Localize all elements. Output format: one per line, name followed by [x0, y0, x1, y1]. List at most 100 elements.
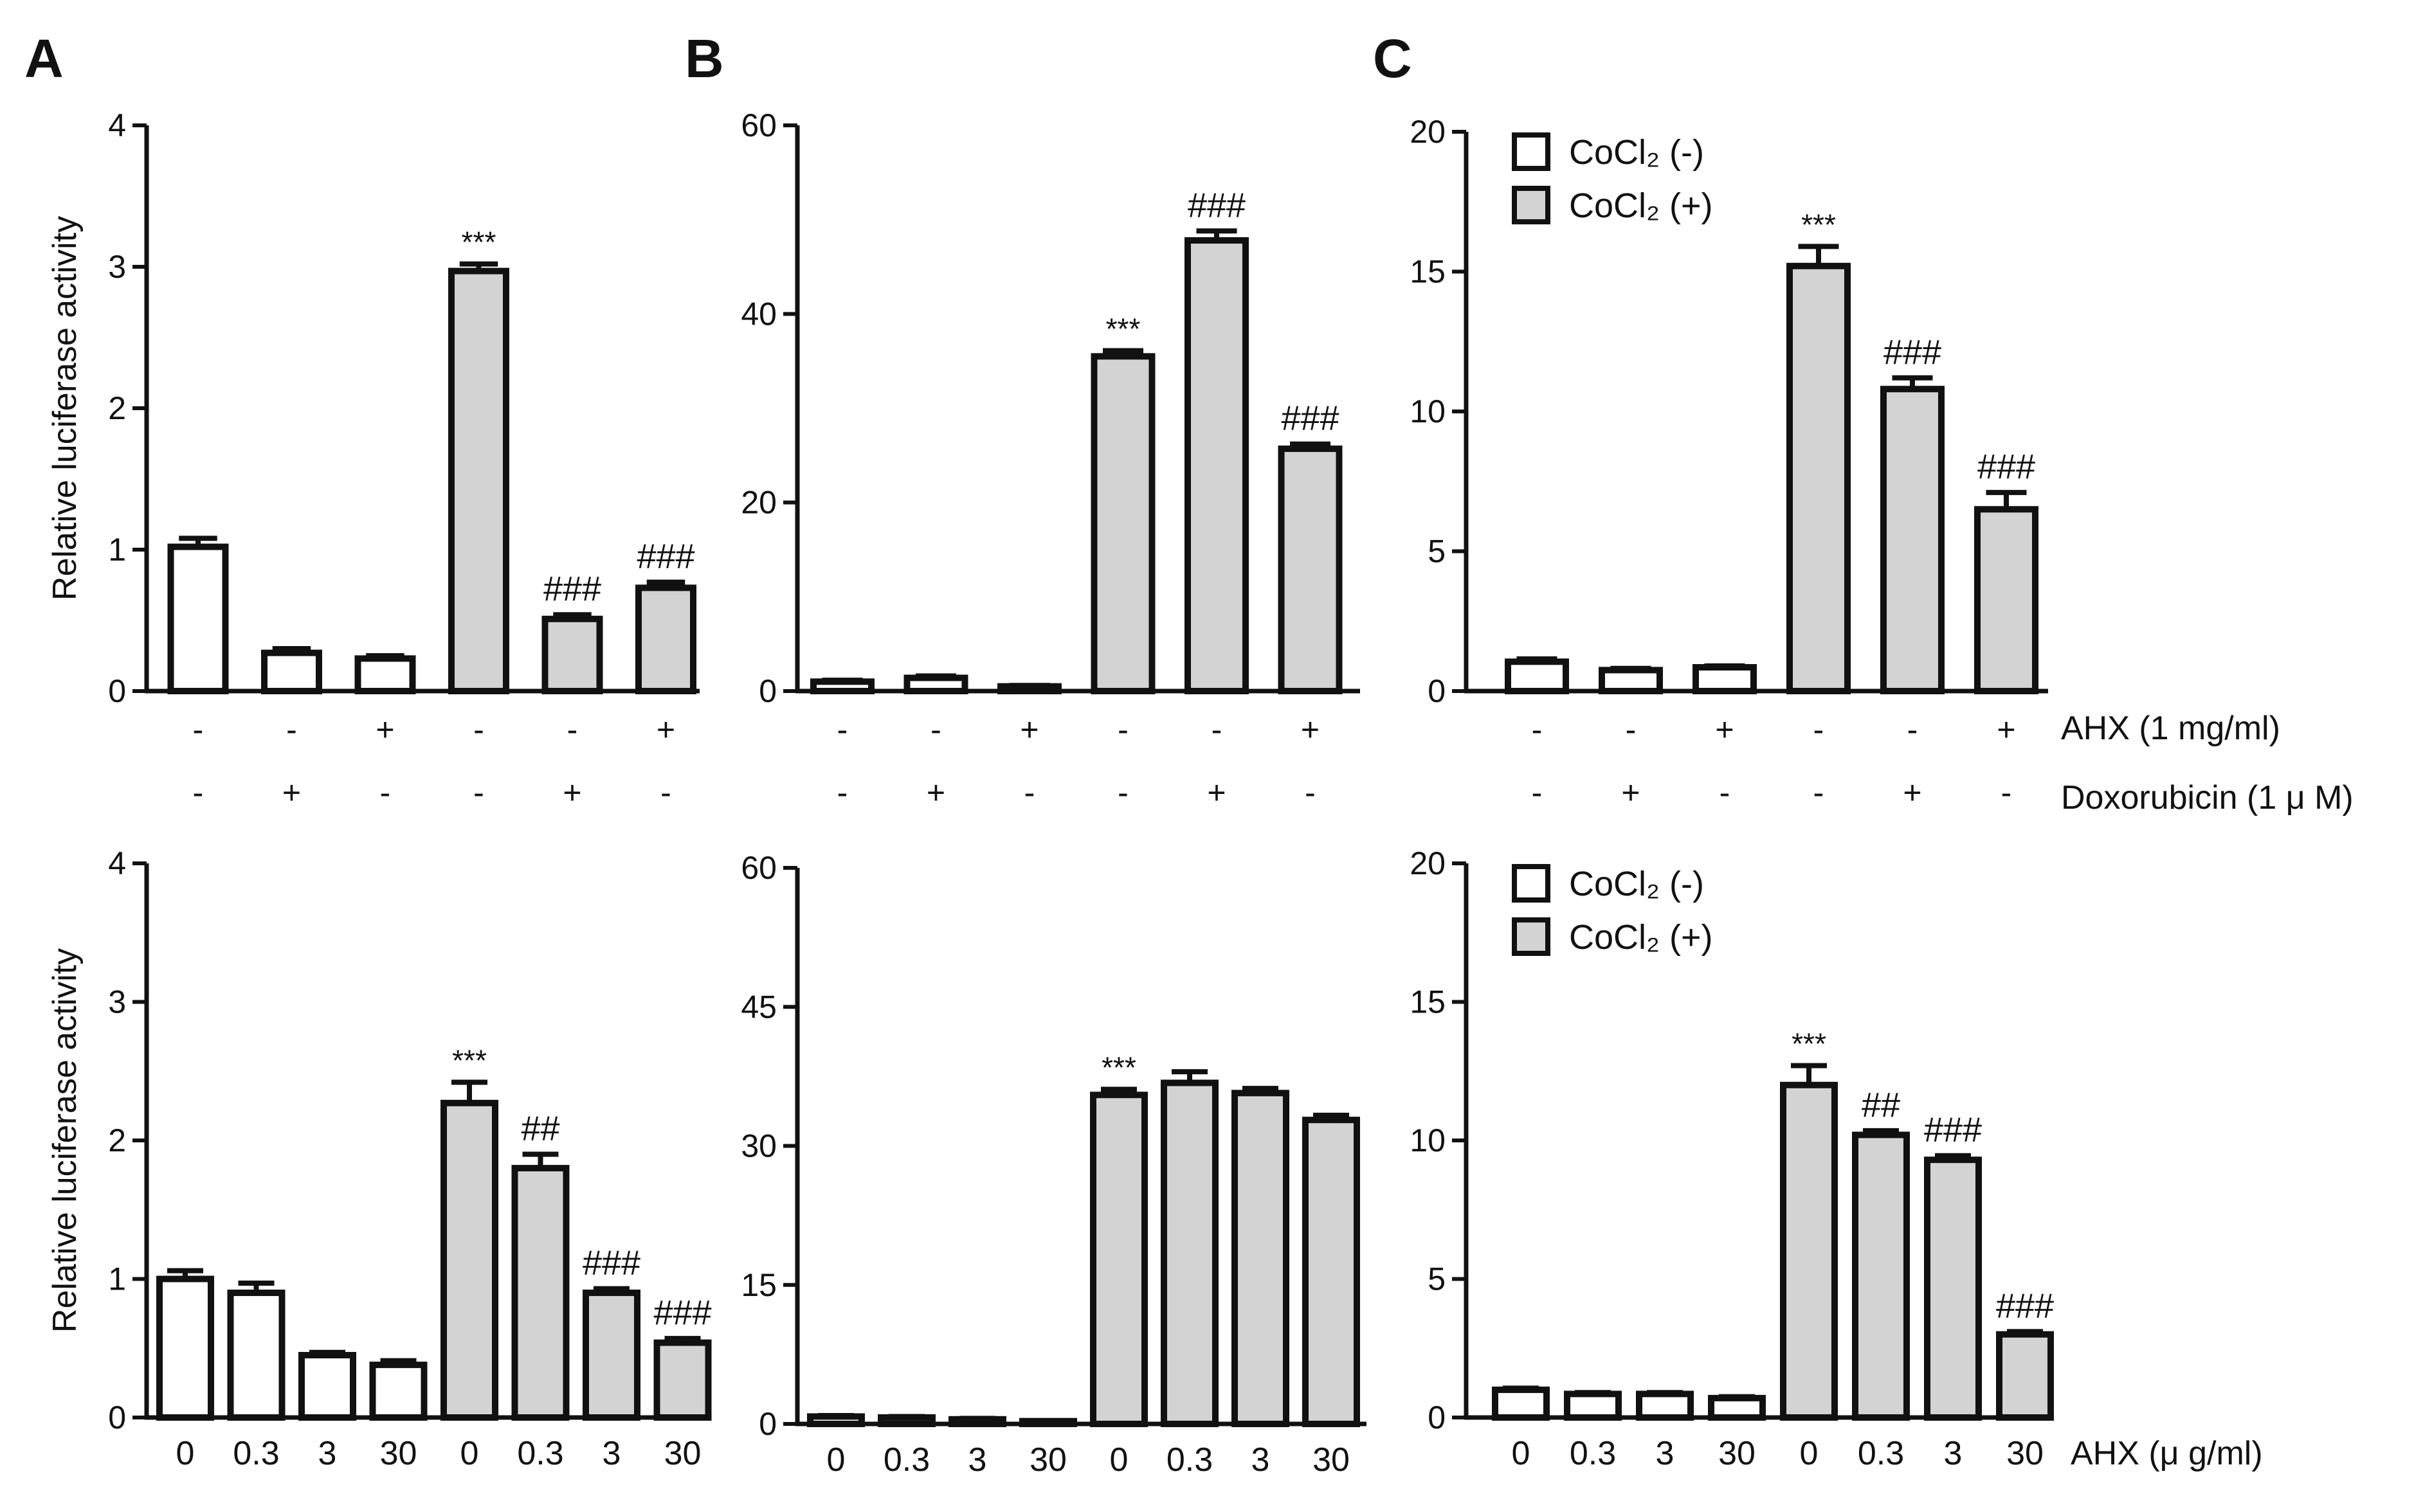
doxorubicin-sign: - [837, 775, 848, 811]
x-tick-label: 3 [603, 1435, 621, 1472]
legend-swatch-cocl2-neg [1512, 864, 1550, 903]
bar [1564, 1390, 1622, 1421]
bar [156, 1275, 214, 1421]
doxorubicin-sign: - [1532, 775, 1543, 811]
bar [1278, 446, 1343, 694]
legend-swatch-cocl2-neg [1512, 132, 1550, 171]
y-tick-label: 0 [1428, 673, 1446, 709]
significance-label: *** [1801, 208, 1836, 241]
doxorubicin-sign: - [473, 775, 484, 811]
x-tick-label: 3 [1656, 1435, 1674, 1472]
x-tick-label: 0 [827, 1441, 846, 1479]
y-tick-label: 5 [1428, 1261, 1446, 1297]
y-axis-label: Relative luciferase activity [46, 216, 84, 600]
bar [1924, 1156, 1982, 1421]
y-tick-label: 15 [1410, 254, 1446, 290]
x-tick-label: 30 [1030, 1441, 1067, 1479]
x-tick-label: 0 [1110, 1441, 1129, 1479]
x-tick-label: 3 [1251, 1441, 1270, 1479]
ahx-sign: - [837, 712, 848, 748]
ahx-sign: - [286, 712, 297, 748]
y-tick-label: 60 [741, 107, 777, 143]
significance-label: ### [1996, 1286, 2054, 1325]
bar [1780, 1081, 1838, 1421]
y-tick-label: 15 [741, 1267, 777, 1303]
bar [583, 1290, 640, 1421]
ahx-sign: - [1907, 712, 1918, 748]
doxorubicin-sign: - [1024, 775, 1035, 811]
x-tick-label: 0.3 [884, 1441, 930, 1479]
x-tick-label: 30 [380, 1435, 417, 1472]
ahx-sign: - [1813, 712, 1824, 748]
bar [261, 649, 322, 694]
y-tick-label: 1 [108, 532, 126, 568]
ahx-sign: - [1118, 712, 1129, 748]
y-tick-label: 2 [108, 1122, 126, 1158]
x-tick-label: 0 [1800, 1435, 1819, 1472]
bar [1786, 262, 1851, 694]
chart-c-top: 0 5 10 15 20 *** ### ### - - + - - + - + - - + - CoCl₂ (-) Co… [1410, 114, 2048, 811]
legend-swatch-cocl2-pos [1512, 186, 1550, 224]
panel-letter-b: B [685, 28, 724, 89]
x-tick-label: 3 [1944, 1435, 1963, 1472]
bar [354, 655, 416, 695]
bar [1636, 1390, 1694, 1421]
significance-label: ## [521, 1110, 559, 1148]
x-tick-label: 0.3 [1858, 1435, 1904, 1472]
doxorubicin-sign: + [563, 775, 581, 811]
doxorubicin-sign: + [1903, 775, 1921, 811]
x-tick-label: 0.3 [233, 1435, 279, 1472]
y-tick-label: 30 [741, 1128, 777, 1164]
y-tick-label: 10 [1410, 393, 1446, 429]
x-tick-label: 30 [1312, 1441, 1350, 1479]
ahx-sign: - [567, 712, 578, 748]
x-tick-label: 0 [1512, 1435, 1530, 1472]
legend-label-cocl2-neg: CoCl₂ (-) [1569, 865, 1704, 903]
doxorubicin-sign: + [282, 775, 301, 811]
ahx-dose-label: AHX (μ g/ml) [2071, 1435, 2263, 1472]
significance-label: ### [583, 1244, 640, 1282]
significance-label: ### [1883, 333, 1941, 372]
ahx-sign: - [473, 712, 484, 748]
bar [1091, 353, 1156, 694]
y-tick-label: 45 [741, 989, 777, 1025]
bar [1492, 1386, 1550, 1421]
legend-swatch-cocl2-pos [1512, 917, 1550, 956]
bar [810, 678, 875, 695]
ahx-sign: - [1626, 712, 1637, 748]
x-tick-label: 0.3 [1570, 1435, 1616, 1472]
bar [1880, 386, 1945, 694]
bar [227, 1290, 286, 1421]
bar [1090, 1092, 1148, 1428]
doxorubicin-row-label: Doxorubicin (1 μ M) [2061, 779, 2354, 816]
significance-label: *** [1106, 312, 1141, 346]
y-tick-label: 10 [1410, 1122, 1446, 1158]
y-tick-label: 4 [108, 845, 126, 881]
bar [635, 584, 696, 695]
legend-label-cocl2-pos: CoCl₂ (+) [1569, 918, 1713, 957]
bar [1693, 664, 1757, 695]
ahx-sign: + [1715, 712, 1734, 748]
significance-label: *** [452, 1043, 487, 1077]
y-tick-label: 0 [1428, 1400, 1446, 1436]
bar [1161, 1079, 1219, 1427]
x-tick-label: 0.3 [517, 1435, 563, 1472]
doxorubicin-sign: - [380, 775, 391, 811]
bar [1996, 1331, 2054, 1421]
x-tick-label: 30 [664, 1435, 702, 1472]
y-tick-label: 3 [108, 984, 126, 1020]
bar [1505, 658, 1569, 694]
bar [369, 1362, 428, 1421]
significance-label: ## [1862, 1086, 1900, 1124]
chart-a-top: 0 1 2 3 4 Relative luciferase activity *** ### #… [46, 107, 700, 811]
panel-letter-a: A [24, 28, 64, 89]
ahx-sign: - [193, 712, 204, 748]
bar [167, 543, 229, 694]
doxorubicin-sign: - [1118, 775, 1129, 811]
doxorubicin-sign: + [1207, 775, 1226, 811]
y-tick-label: 2 [108, 390, 126, 426]
doxorubicin-sign: - [1813, 775, 1824, 811]
ahx-sign: + [1301, 712, 1320, 748]
